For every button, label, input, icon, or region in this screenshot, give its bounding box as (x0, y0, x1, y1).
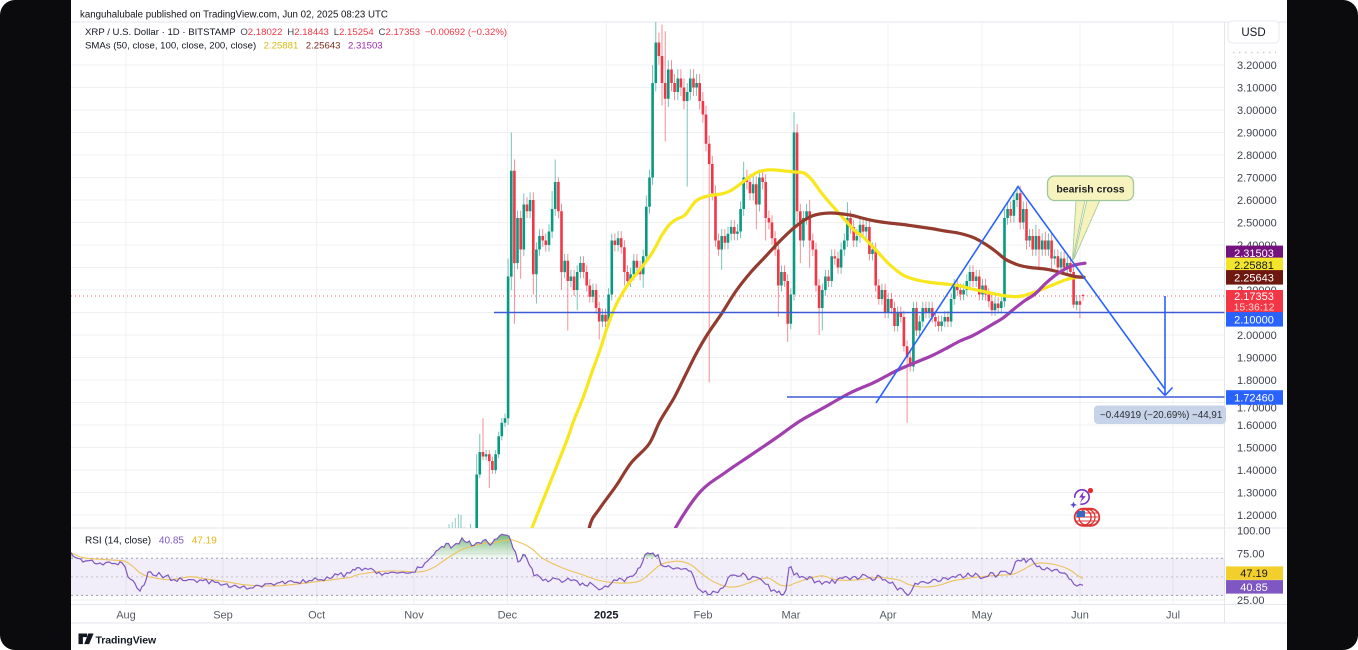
svg-text:1.40000: 1.40000 (1237, 465, 1277, 477)
svg-text:3.00000: 3.00000 (1237, 105, 1277, 117)
svg-text:Jun: Jun (1071, 610, 1089, 622)
svg-text:1.50000: 1.50000 (1237, 443, 1277, 455)
svg-text:2.17353: 2.17353 (1234, 291, 1274, 303)
svg-text:bearish cross: bearish cross (1056, 184, 1124, 196)
svg-text:1.90000: 1.90000 (1237, 353, 1277, 365)
svg-text:2.00000: 2.00000 (1237, 330, 1277, 342)
svg-text:2.80000: 2.80000 (1237, 150, 1277, 162)
svg-text:XRP / U.S. Dollar · 1D · BITST: XRP / U.S. Dollar · 1D · BITSTAMP O2.180… (85, 27, 507, 38)
svg-text:2.70000: 2.70000 (1237, 173, 1277, 185)
svg-text:1.80000: 1.80000 (1237, 375, 1277, 387)
svg-text:Apr: Apr (879, 610, 896, 622)
svg-text:SMAs (50, close, 100, close, 2: SMAs (50, close, 100, close, 200, close)… (85, 41, 383, 52)
svg-text:2.60000: 2.60000 (1237, 195, 1277, 207)
svg-text:1.70000: 1.70000 (1237, 403, 1277, 415)
svg-text:2.90000: 2.90000 (1237, 128, 1277, 140)
svg-text:TradingView: TradingView (96, 635, 157, 647)
svg-text:100.00: 100.00 (1237, 526, 1271, 538)
svg-text:May: May (972, 610, 993, 622)
svg-text:Jul: Jul (1166, 610, 1180, 622)
svg-text:3.20000: 3.20000 (1237, 60, 1277, 72)
svg-text:2025: 2025 (594, 610, 618, 622)
svg-text:3.10000: 3.10000 (1237, 83, 1277, 95)
svg-text:Dec: Dec (498, 610, 518, 622)
svg-text:Sep: Sep (213, 610, 233, 622)
svg-text:Nov: Nov (404, 610, 424, 622)
svg-text:40.85: 40.85 (1240, 582, 1268, 594)
svg-text:Mar: Mar (782, 610, 801, 622)
svg-text:−0.44919 (−20.69%) −44,91: −0.44919 (−20.69%) −44,91 (1100, 410, 1222, 421)
svg-text:2.25881: 2.25881 (1234, 260, 1274, 272)
svg-text:RSI (14, close) 40.85 47.19: RSI (14, close) 40.85 47.19 (85, 536, 217, 547)
svg-text:2.31503: 2.31503 (1234, 248, 1274, 260)
svg-text:2.25643: 2.25643 (1234, 272, 1274, 284)
svg-text:15:36:12: 15:36:12 (1234, 301, 1275, 313)
svg-text:1.60000: 1.60000 (1237, 420, 1277, 432)
svg-text:2.50000: 2.50000 (1237, 218, 1277, 230)
svg-text:47.19: 47.19 (1240, 568, 1268, 580)
svg-text:USD: USD (1241, 27, 1265, 39)
svg-text:1.20000: 1.20000 (1237, 510, 1277, 522)
svg-text:25.00: 25.00 (1237, 595, 1265, 607)
svg-text:75.00: 75.00 (1237, 549, 1265, 561)
svg-text:Oct: Oct (308, 610, 325, 622)
svg-text:2.10000: 2.10000 (1234, 314, 1274, 326)
svg-text:1.72460: 1.72460 (1234, 393, 1274, 405)
svg-text:kanguhalubale published on Tra: kanguhalubale published on TradingView.c… (80, 10, 388, 21)
svg-text:1.30000: 1.30000 (1237, 488, 1277, 500)
svg-text:Aug: Aug (116, 610, 136, 622)
svg-text:Feb: Feb (694, 610, 713, 622)
